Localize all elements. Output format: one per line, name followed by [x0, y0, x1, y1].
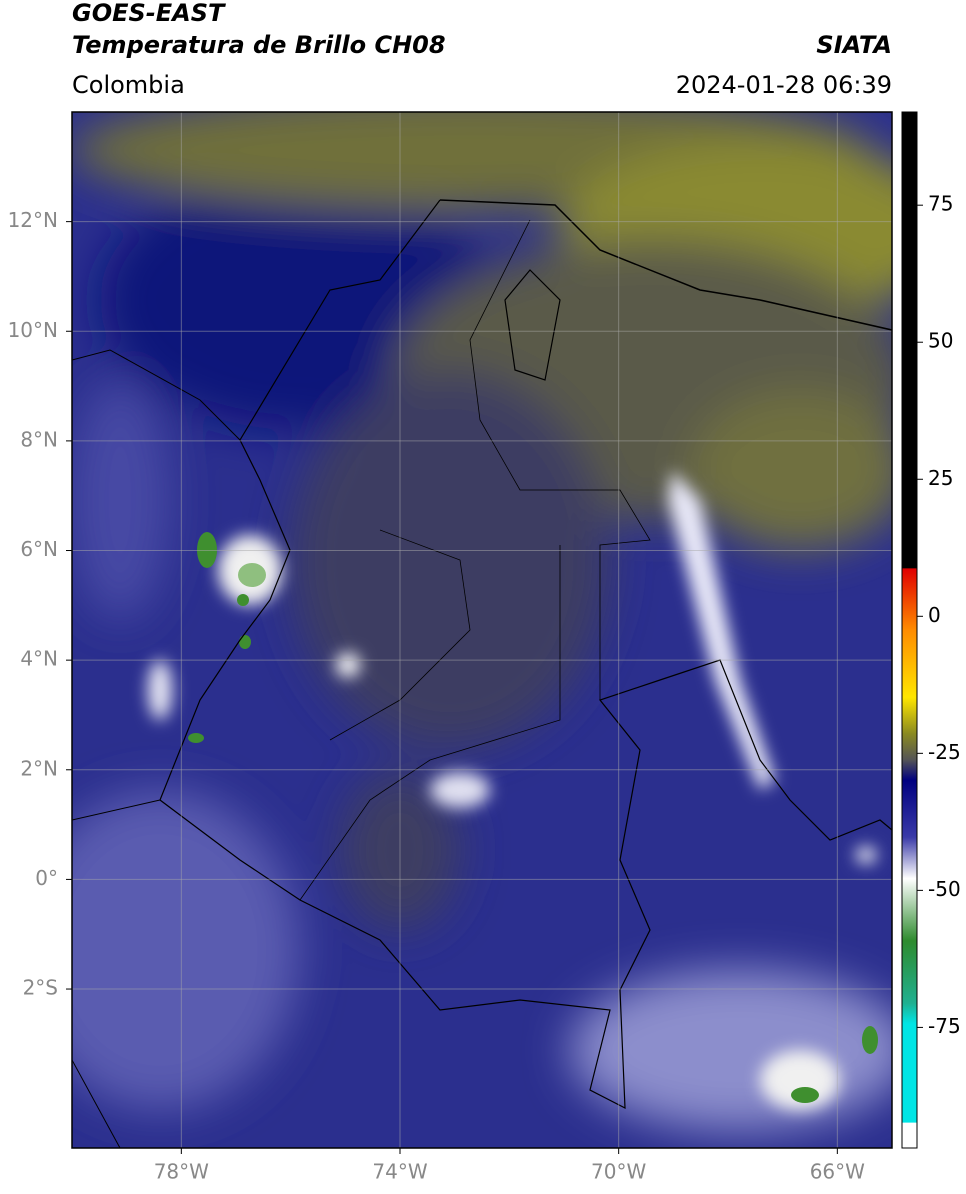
satellite-image	[72, 112, 892, 1148]
colorbar-tick-label: -75	[928, 1014, 961, 1038]
x-tick-label: 74°W	[372, 1160, 427, 1184]
y-tick-label: 8°N	[20, 427, 58, 451]
grid	[72, 112, 892, 1148]
colorbar-tick-label: 25	[928, 466, 953, 490]
x-tick-label: 70°W	[591, 1160, 646, 1184]
x-tick-label: 66°W	[810, 1160, 865, 1184]
colorbar-tick-label: 75	[928, 192, 953, 216]
datetime: 2024-01-28 06:39	[676, 71, 892, 99]
y-tick-label: 12°N	[8, 208, 58, 232]
subtitle: Temperatura de Brillo CH08	[72, 31, 446, 59]
y-tick-label: 10°N	[8, 318, 58, 342]
y-tick-label: 2°N	[20, 756, 58, 780]
colorbar-tick-label: -50	[928, 877, 961, 901]
colorbar-tick-label: 50	[928, 329, 953, 353]
colorbar	[901, 111, 918, 1149]
y-tick-label: 6°N	[20, 537, 58, 561]
x-tick-label: 78°W	[154, 1160, 209, 1184]
colorbar-tick-label: 0	[928, 603, 941, 627]
y-tick-label: 2°S	[23, 976, 58, 1000]
colorbar-tick-label: -25	[928, 740, 961, 764]
map-frame	[71, 111, 893, 1149]
region: Colombia	[72, 71, 185, 99]
y-tick-label: 0°	[35, 866, 58, 890]
title: GOES-EAST	[72, 0, 226, 27]
y-tick-label: 4°N	[20, 647, 58, 671]
source: SIATA	[816, 31, 892, 59]
